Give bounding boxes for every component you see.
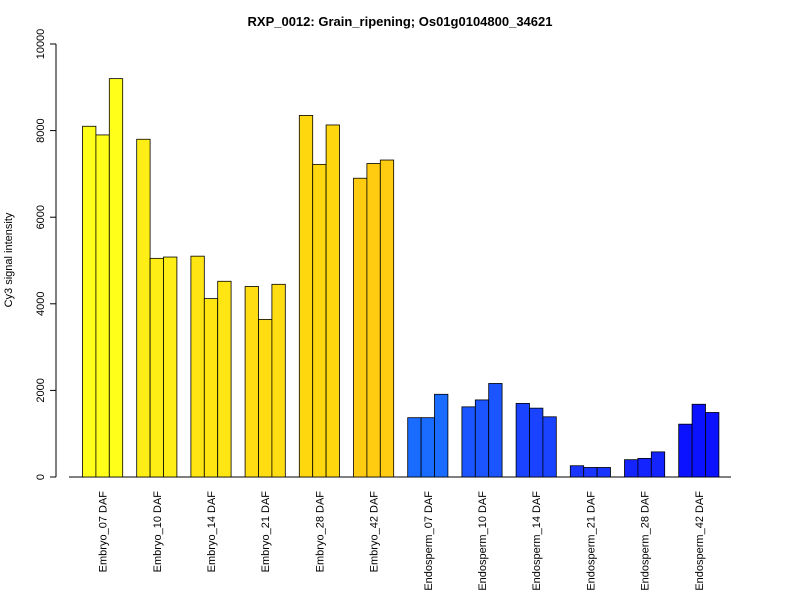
x-tick-label: Embryo_10 DAF — [152, 491, 164, 573]
bar — [95, 134, 110, 478]
bar — [407, 417, 422, 478]
bar — [434, 393, 449, 478]
y-tick-label: 6000 — [35, 205, 47, 229]
x-tick-label: Embryo_21 DAF — [260, 491, 272, 573]
x-tick-label: Endosperm_14 DAF — [531, 491, 543, 591]
bar — [190, 255, 205, 478]
bar — [678, 423, 693, 478]
x-tick-label: Endosperm_07 DAF — [423, 491, 435, 591]
bar — [624, 459, 639, 478]
x-tick-label: Embryo_07 DAF — [98, 491, 110, 573]
bar — [258, 318, 273, 478]
bar — [420, 417, 435, 478]
bar — [298, 115, 314, 478]
bar — [271, 283, 286, 478]
y-tick-label: 2000 — [35, 378, 47, 402]
bar — [325, 124, 340, 478]
bar — [650, 451, 666, 478]
bar — [163, 256, 178, 478]
bar — [217, 280, 232, 478]
y-tick-label: 0 — [35, 474, 47, 480]
x-tick-label: Endosperm_42 DAF — [694, 491, 706, 591]
bar — [203, 298, 219, 478]
bar — [149, 257, 164, 478]
x-tick-label: Embryo_42 DAF — [369, 491, 381, 573]
bars — [82, 78, 720, 478]
bar — [108, 78, 124, 478]
bar — [569, 465, 585, 478]
bar — [366, 163, 381, 478]
bar — [529, 407, 544, 478]
bar — [82, 125, 97, 478]
bar — [488, 383, 503, 478]
y-axis-label: Cy3 signal intensity — [3, 212, 15, 307]
x-tick-label: Endosperm_28 DAF — [640, 491, 652, 591]
x-tick-label: Embryo_14 DAF — [206, 491, 218, 573]
bar — [583, 467, 598, 478]
x-tick-label: Endosperm_21 DAF — [585, 491, 597, 591]
bar — [515, 402, 530, 478]
bar — [474, 399, 490, 478]
bar — [312, 163, 327, 478]
bar — [705, 412, 720, 478]
y-axis: 0 2000 4000 6000 8000 10000 — [35, 29, 57, 480]
x-tick-label: Embryo_28 DAF — [314, 491, 326, 573]
bar — [379, 159, 395, 478]
chart-title: RXP_0012: Grain_ripening; Os01g0104800_3… — [248, 14, 553, 29]
y-tick-label: 8000 — [35, 118, 47, 142]
bar — [461, 406, 476, 478]
bar — [353, 177, 368, 478]
y-tick-label: 10000 — [35, 29, 47, 60]
y-tick-label: 4000 — [35, 292, 47, 316]
bar — [691, 403, 706, 478]
bar — [136, 138, 151, 478]
x-tick-labels: Embryo_07 DAF Embryo_10 DAF Embryo_14 DAF E… — [98, 491, 706, 591]
bar — [542, 416, 557, 478]
bar — [637, 457, 652, 478]
bar — [596, 467, 611, 478]
x-tick-label: Endosperm_10 DAF — [477, 491, 489, 591]
bar — [244, 286, 259, 478]
